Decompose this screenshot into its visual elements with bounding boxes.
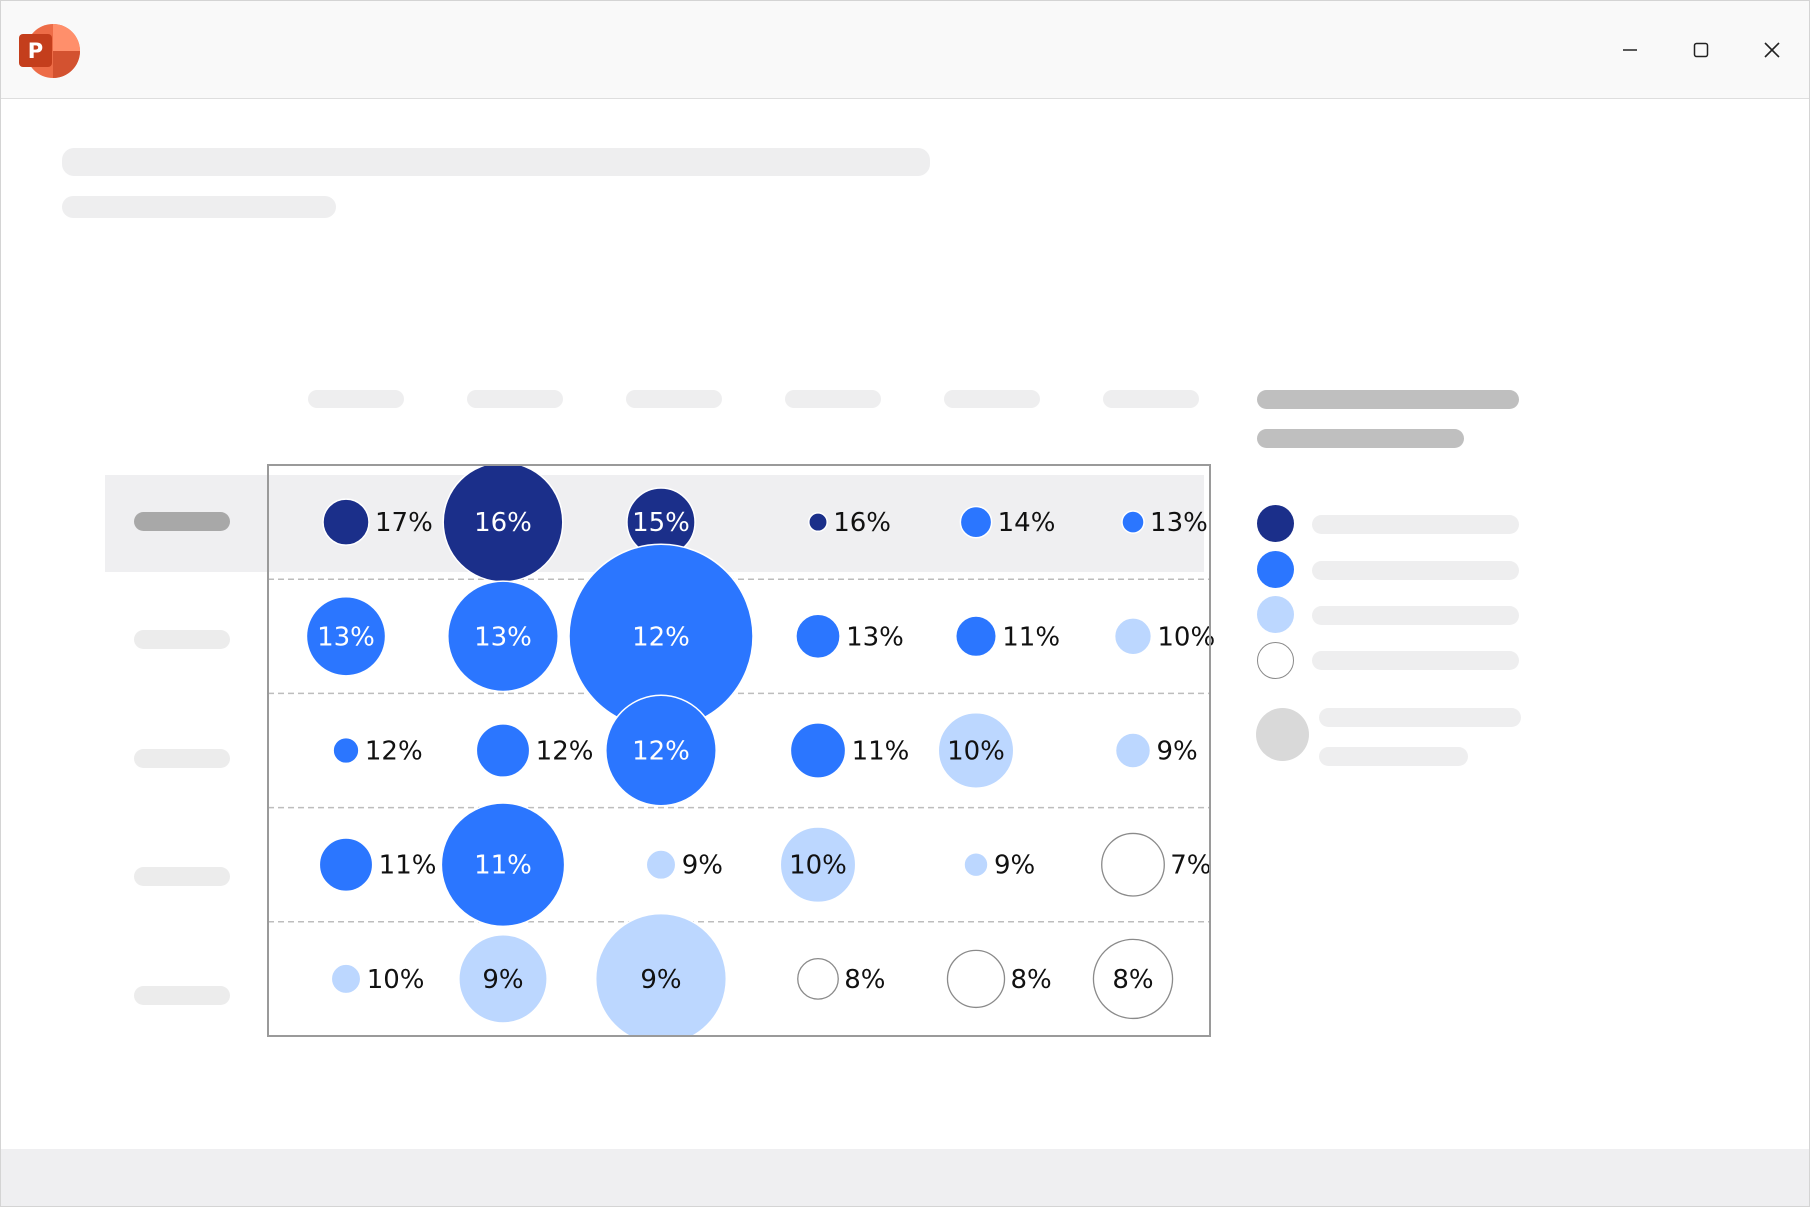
column-header-placeholder xyxy=(1103,390,1199,408)
bubble-value-label: 17% xyxy=(375,508,433,538)
close-button[interactable] xyxy=(1749,27,1795,73)
bubble-value-label: 11% xyxy=(1002,622,1060,652)
bubble-value-label: 8% xyxy=(1112,965,1153,995)
bubble-value-label: 16% xyxy=(474,508,532,538)
bubble-value-label: 9% xyxy=(482,965,523,995)
legend-size-label-placeholder xyxy=(1319,747,1468,766)
row-label-placeholder-active xyxy=(134,512,230,531)
bubble[interactable] xyxy=(937,712,1015,789)
bubble-value-label: 11% xyxy=(474,851,532,881)
bubble[interactable] xyxy=(305,595,387,677)
powerpoint-icon[interactable]: P xyxy=(17,21,83,83)
bubble-value-label: 10% xyxy=(1157,622,1215,652)
bubble-value-label: 12% xyxy=(632,622,690,652)
column-header-placeholder xyxy=(467,390,563,408)
bubble-value-label: 9% xyxy=(640,965,681,995)
bubble[interactable] xyxy=(475,723,531,778)
bubble[interactable] xyxy=(1121,510,1145,534)
bubble[interactable] xyxy=(779,826,857,904)
legend-title-placeholder xyxy=(1257,390,1519,409)
bubble[interactable] xyxy=(946,949,1006,1009)
bubble-value-label: 10% xyxy=(367,965,425,995)
bubble[interactable] xyxy=(440,802,566,928)
bubble[interactable] xyxy=(797,958,839,1000)
bubble[interactable] xyxy=(808,512,828,533)
bubble[interactable] xyxy=(795,613,841,660)
bubble-value-label: 10% xyxy=(789,851,847,881)
legend-label-placeholder xyxy=(1312,561,1519,580)
bubble[interactable] xyxy=(605,694,717,807)
legend-swatch-white-outline xyxy=(1257,642,1294,679)
bubble[interactable] xyxy=(1113,617,1153,656)
slide-title-placeholder xyxy=(62,148,930,176)
bubble[interactable] xyxy=(318,837,374,893)
bubble-value-label: 10% xyxy=(947,737,1005,767)
bubble-value-label: 14% xyxy=(998,508,1056,538)
bubble[interactable] xyxy=(789,722,847,779)
bubble-value-label: 13% xyxy=(474,622,532,652)
bubble-value-label: 13% xyxy=(1150,508,1208,538)
legend-label-placeholder xyxy=(1312,606,1519,625)
bubble-matrix-chart: 17% 16% 15% 16% 14% 13% 13% 13% 12% 13% 11% 10% 12% 1… xyxy=(267,464,1215,1045)
column-header-placeholder xyxy=(944,390,1040,408)
maximize-icon xyxy=(1693,42,1709,58)
legend-subtitle-placeholder xyxy=(1257,429,1464,448)
slide-subtitle-placeholder xyxy=(62,196,336,218)
bubble-value-label: 9% xyxy=(994,851,1035,881)
bubble-value-label: 12% xyxy=(632,737,690,767)
bubble-value-label: 11% xyxy=(379,851,437,881)
bubble-value-label: 12% xyxy=(365,737,423,767)
close-icon xyxy=(1764,42,1780,58)
legend-size-indicator xyxy=(1256,708,1309,761)
bubble-value-label: 15% xyxy=(632,508,690,538)
status-bar xyxy=(1,1149,1809,1206)
legend-label-placeholder xyxy=(1312,651,1519,670)
bubble[interactable] xyxy=(447,580,559,693)
bubble-value-label: 11% xyxy=(852,737,910,767)
bubble[interactable] xyxy=(1092,938,1174,1020)
bubble-value-label: 8% xyxy=(1011,965,1052,995)
legend-size-label-placeholder xyxy=(1319,708,1521,727)
bubble[interactable] xyxy=(959,505,993,539)
bubble[interactable] xyxy=(330,963,362,995)
bubble-value-label: 16% xyxy=(833,508,891,538)
row-label-placeholder xyxy=(134,867,230,886)
bubble-value-label: 13% xyxy=(317,622,375,652)
bubble[interactable] xyxy=(332,736,360,765)
bubble[interactable] xyxy=(645,849,677,881)
bubble[interactable] xyxy=(963,851,989,878)
app-icon-letter: P xyxy=(28,39,43,63)
bubble[interactable] xyxy=(594,912,728,1045)
legend-swatch-dark-navy xyxy=(1257,505,1294,542)
column-header-placeholder xyxy=(308,390,404,408)
bubble-value-label: 7% xyxy=(1170,851,1211,881)
legend-swatch-light-blue xyxy=(1257,596,1294,633)
row-label-placeholder xyxy=(134,630,230,649)
bubble[interactable] xyxy=(1114,732,1152,769)
minimize-button[interactable] xyxy=(1607,27,1653,73)
bubble-value-label: 9% xyxy=(682,851,723,881)
minimize-icon xyxy=(1623,49,1637,51)
bubble-value-label: 8% xyxy=(844,965,885,995)
bubble-value-label: 9% xyxy=(1156,737,1197,767)
legend-label-placeholder xyxy=(1312,515,1519,534)
row-label-placeholder xyxy=(134,749,230,768)
title-bar: P xyxy=(1,1,1809,99)
maximize-button[interactable] xyxy=(1678,27,1724,73)
chart-frame xyxy=(267,464,1211,1037)
legend-swatch-blue xyxy=(1257,551,1294,588)
row-label-placeholder xyxy=(134,986,230,1005)
column-header-placeholder xyxy=(626,390,722,408)
bubble[interactable] xyxy=(458,933,548,1024)
bubble-value-label: 12% xyxy=(536,737,594,767)
column-header-placeholder xyxy=(785,390,881,408)
bubble[interactable] xyxy=(955,615,997,658)
bubble-value-label: 13% xyxy=(846,622,904,652)
bubble[interactable] xyxy=(1101,832,1165,897)
bubble[interactable] xyxy=(322,498,370,546)
